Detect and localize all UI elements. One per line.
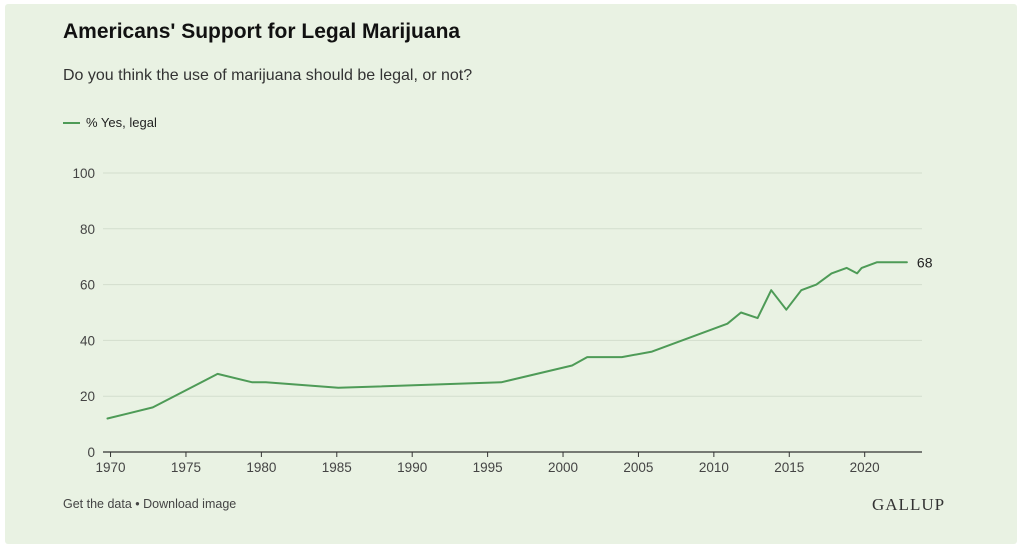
x-tick-label-2005: 2005 bbox=[623, 460, 653, 475]
x-tick-label-1985: 1985 bbox=[322, 460, 352, 475]
x-tick-label-2010: 2010 bbox=[699, 460, 729, 475]
gallup-logo: GALLUP bbox=[872, 495, 946, 514]
y-tick-label-100: 100 bbox=[72, 166, 95, 181]
x-tick-label-1970: 1970 bbox=[96, 460, 126, 475]
chart-subtitle: Do you think the use of marijuana should… bbox=[63, 67, 473, 84]
y-tick-label-20: 20 bbox=[80, 389, 95, 404]
y-tick-label-40: 40 bbox=[80, 333, 95, 348]
chart-card bbox=[5, 4, 1017, 544]
x-tick-label-1980: 1980 bbox=[246, 460, 276, 475]
y-tick-label-60: 60 bbox=[80, 278, 95, 293]
x-tick-label-1990: 1990 bbox=[397, 460, 427, 475]
series-line-0 bbox=[106, 261, 908, 420]
x-tick-label-1995: 1995 bbox=[473, 460, 503, 475]
x-tick-label-2015: 2015 bbox=[774, 460, 804, 475]
x-tick-label-2020: 2020 bbox=[850, 460, 880, 475]
legend-label: % Yes, legal bbox=[86, 115, 157, 130]
footer-links[interactable]: Get the data • Download image bbox=[63, 497, 237, 511]
chart-title: Americans' Support for Legal Marijuana bbox=[63, 20, 461, 43]
y-tick-label-0: 0 bbox=[87, 445, 95, 460]
x-tick-label-1975: 1975 bbox=[171, 460, 201, 475]
series-end-label: 68 bbox=[917, 254, 933, 270]
legend: % Yes, legal bbox=[63, 115, 157, 130]
y-tick-label-80: 80 bbox=[80, 222, 95, 237]
legend-swatch bbox=[63, 121, 80, 124]
x-tick-label-2000: 2000 bbox=[548, 460, 578, 475]
